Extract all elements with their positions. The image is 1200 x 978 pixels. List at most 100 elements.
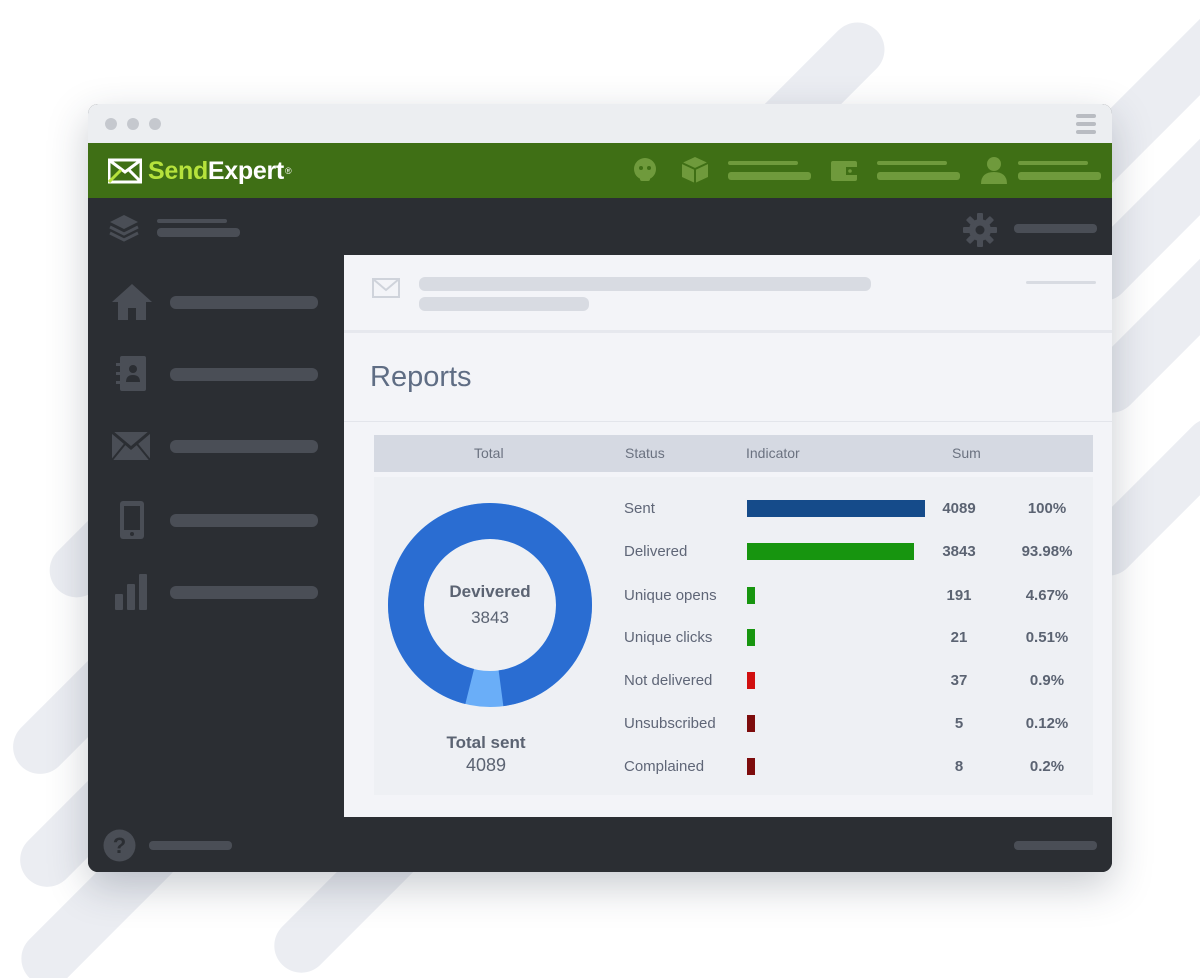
- row-percent: 4.67%: [1025, 587, 1069, 604]
- sidebar-item-label: [170, 586, 318, 599]
- placeholder-line: [419, 297, 589, 311]
- total-sent: Total sent 4089: [416, 733, 556, 776]
- row-percent: 0.2%: [1029, 758, 1065, 775]
- header-total: Total: [474, 445, 504, 461]
- sub-navbar: [88, 198, 1112, 255]
- table-header: Total Status Indicator Sum: [374, 435, 1093, 472]
- header-indicator: Indicator: [746, 445, 800, 461]
- stats-icon: [115, 574, 147, 610]
- placeholder-line: [1018, 161, 1088, 165]
- indicator-bar: [747, 587, 756, 604]
- envelope-icon: [372, 278, 400, 298]
- total-sent-value: 4089: [465, 755, 507, 775]
- row-percent: 93.98%: [1021, 543, 1073, 560]
- support-icon[interactable]: [629, 154, 661, 186]
- registered-mark: ®: [284, 166, 292, 176]
- row-status: Not delivered: [624, 672, 713, 689]
- donut-center-label: Devivered: [449, 582, 531, 601]
- row-sum: 5: [954, 715, 964, 732]
- sidebar-item-label: [170, 296, 318, 309]
- top-navbar: SendExpert ®: [88, 143, 1112, 198]
- row-status: Sent: [624, 500, 655, 517]
- report-panel: Total Status Indicator Sum Devivered 384…: [374, 435, 1093, 795]
- row-sum: 21: [950, 629, 968, 646]
- window-titlebar: [88, 104, 1112, 143]
- page-title: Reports: [370, 361, 472, 393]
- row-status: Unique clicks: [624, 629, 713, 646]
- sidebar-item-mobile[interactable]: [108, 500, 328, 540]
- sidebar-item-mail[interactable]: [108, 426, 328, 466]
- indicator-bar: [747, 715, 755, 732]
- svg-text:?: ?: [113, 833, 126, 858]
- table-row: Complained 8 0.2%: [374, 752, 1093, 782]
- sidebar-item-label: [170, 368, 318, 381]
- placeholder-line: [1026, 281, 1096, 284]
- logo-text-send: Send: [148, 156, 208, 185]
- message-header: [344, 255, 1112, 333]
- row-status: Complained: [624, 758, 705, 775]
- donut-center-value: 3843: [471, 608, 509, 627]
- main-content: Reports Total Status Indicator Sum Deviv…: [344, 255, 1112, 817]
- row-sum: 191: [946, 587, 972, 604]
- row-sum: 3843: [942, 543, 976, 560]
- user-icon[interactable]: [978, 154, 1010, 186]
- placeholder-line: [877, 161, 947, 165]
- gear-icon[interactable]: [962, 212, 998, 248]
- table-row: Unsubscribed 5 0.12%: [374, 709, 1093, 739]
- help-icon[interactable]: ?: [103, 829, 136, 862]
- home-icon: [112, 284, 152, 320]
- reports-header: [344, 336, 1112, 422]
- box-icon[interactable]: [679, 154, 711, 186]
- window-dot[interactable]: [105, 118, 117, 130]
- bottom-bar: ?: [88, 817, 1112, 872]
- placeholder-line: [1014, 841, 1097, 850]
- row-percent: 0.12%: [1025, 715, 1069, 732]
- indicator-bar: [747, 672, 755, 689]
- sidebar-item-label: [170, 514, 318, 527]
- contacts-icon: [116, 356, 146, 391]
- sidebar-item-label: [170, 440, 318, 453]
- logo-text-expert: Expert: [207, 156, 284, 185]
- indicator-bar: [747, 543, 915, 560]
- row-sum: 4089: [942, 500, 976, 517]
- table-row: Sent 4089 100%: [374, 494, 1093, 524]
- table-row: Unique opens 191 4.67%: [374, 581, 1093, 611]
- window-dot[interactable]: [127, 118, 139, 130]
- sidebar-item-home[interactable]: [108, 282, 328, 322]
- row-sum: 37: [950, 672, 968, 689]
- placeholder-line: [728, 161, 798, 165]
- window-dot[interactable]: [149, 118, 161, 130]
- table-row: Delivered 3843 93.98%: [374, 537, 1093, 567]
- menu-icon[interactable]: [1076, 114, 1096, 134]
- donut-center: Devivered 3843: [386, 501, 594, 709]
- row-percent: 100%: [1027, 500, 1067, 517]
- placeholder-line: [877, 172, 960, 180]
- mobile-icon: [120, 501, 144, 539]
- layers-icon[interactable]: [108, 213, 140, 243]
- mail-icon: [111, 430, 151, 461]
- app-window: SendExpert ®: [88, 104, 1112, 872]
- placeholder-line: [157, 228, 240, 237]
- row-sum: 8: [954, 758, 964, 775]
- indicator-bar: [747, 629, 755, 646]
- total-sent-label: Total sent: [446, 733, 526, 752]
- placeholder-line: [728, 172, 811, 180]
- sidebar-item-contacts[interactable]: [108, 354, 328, 394]
- placeholder-line: [157, 219, 227, 223]
- sidebar-item-stats[interactable]: [108, 572, 328, 612]
- wallet-icon[interactable]: [828, 154, 860, 186]
- donut-delivered-arc: [388, 503, 592, 707]
- row-percent: 0.51%: [1025, 629, 1069, 646]
- placeholder-line: [1018, 172, 1101, 180]
- table-row: Unique clicks 21 0.51%: [374, 623, 1093, 653]
- logo[interactable]: SendExpert ®: [108, 155, 292, 187]
- header-status: Status: [625, 445, 665, 461]
- placeholder-line: [149, 841, 232, 850]
- delivery-donut: Devivered 3843: [386, 501, 594, 709]
- placeholder-line: [419, 277, 871, 291]
- table-body: Devivered 3843 Total sent 4089 Sent 4089 1…: [374, 477, 1093, 795]
- row-status: Delivered: [624, 543, 688, 560]
- logo-envelope-icon: [108, 158, 142, 184]
- placeholder-line: [1014, 224, 1097, 233]
- row-percent: 0.9%: [1029, 672, 1065, 689]
